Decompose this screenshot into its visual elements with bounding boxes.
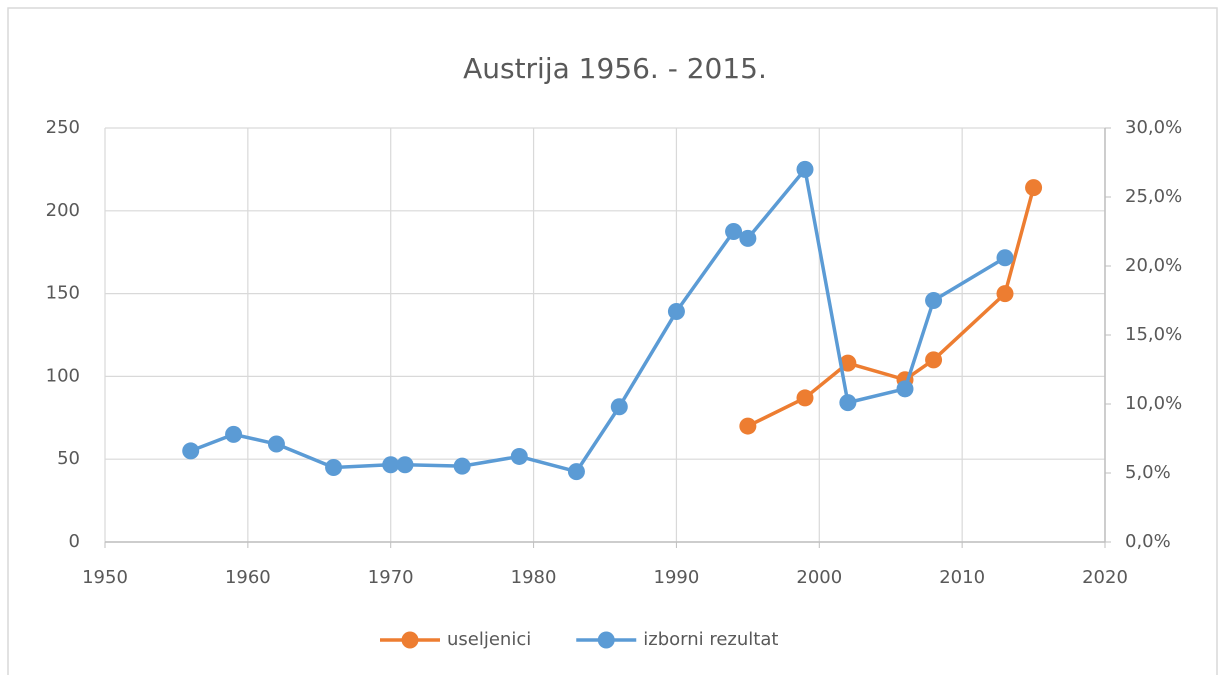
x-tick-label: 2010 <box>939 567 985 588</box>
data-point <box>510 447 528 465</box>
y2-tick-label: 10,0% <box>1125 393 1182 414</box>
x-tick-label: 1990 <box>654 567 700 588</box>
series-line <box>190 167 1006 474</box>
y2-tick-label: 0,0% <box>1125 531 1171 552</box>
data-point <box>839 354 857 372</box>
legend-label: izborni rezultat <box>643 629 778 650</box>
data-point <box>1025 179 1043 197</box>
x-tick-label: 1950 <box>82 567 128 588</box>
chart-frame <box>7 7 1218 675</box>
data-point <box>796 160 814 178</box>
data-point <box>739 417 757 435</box>
y-tick-label: 100 <box>46 365 80 386</box>
data-point <box>896 380 914 398</box>
data-point <box>225 425 243 443</box>
y2-tick-label: 30,0% <box>1125 117 1182 138</box>
x-tick-label: 2020 <box>1082 567 1128 588</box>
data-point <box>267 435 285 453</box>
data-point <box>382 456 400 474</box>
data-point <box>610 398 628 416</box>
data-point <box>925 351 943 369</box>
y-tick-label: 150 <box>46 283 80 304</box>
legend-label: useljenici <box>447 629 531 650</box>
data-point <box>739 229 757 247</box>
data-point <box>325 458 343 476</box>
y-tick-label: 0 <box>69 531 80 552</box>
y-tick-label: 50 <box>57 448 80 469</box>
data-point <box>182 442 200 460</box>
data-point <box>725 223 743 240</box>
chart-title: Austrija 1956. - 2015. <box>463 52 767 85</box>
data-point <box>996 285 1014 303</box>
x-tick-label: 2000 <box>796 567 842 588</box>
x-tick-label: 1960 <box>225 567 271 588</box>
data-point <box>396 456 414 474</box>
y2-tick-label: 25,0% <box>1125 186 1182 207</box>
y2-tick-label: 5,0% <box>1125 462 1171 483</box>
y-tick-label: 250 <box>46 117 80 138</box>
legend-marker <box>597 631 615 649</box>
y2-tick-label: 15,0% <box>1125 324 1182 345</box>
legend-marker <box>401 631 419 649</box>
x-tick-label: 1970 <box>368 567 414 588</box>
data-point <box>567 463 585 481</box>
data-point <box>453 457 471 475</box>
data-point <box>839 394 857 412</box>
data-point <box>667 303 685 321</box>
y-tick-label: 200 <box>46 200 80 221</box>
y2-tick-label: 20,0% <box>1125 255 1182 276</box>
data-point <box>796 389 814 407</box>
data-point <box>925 292 943 309</box>
data-point <box>996 249 1014 267</box>
x-tick-label: 1980 <box>511 567 557 588</box>
